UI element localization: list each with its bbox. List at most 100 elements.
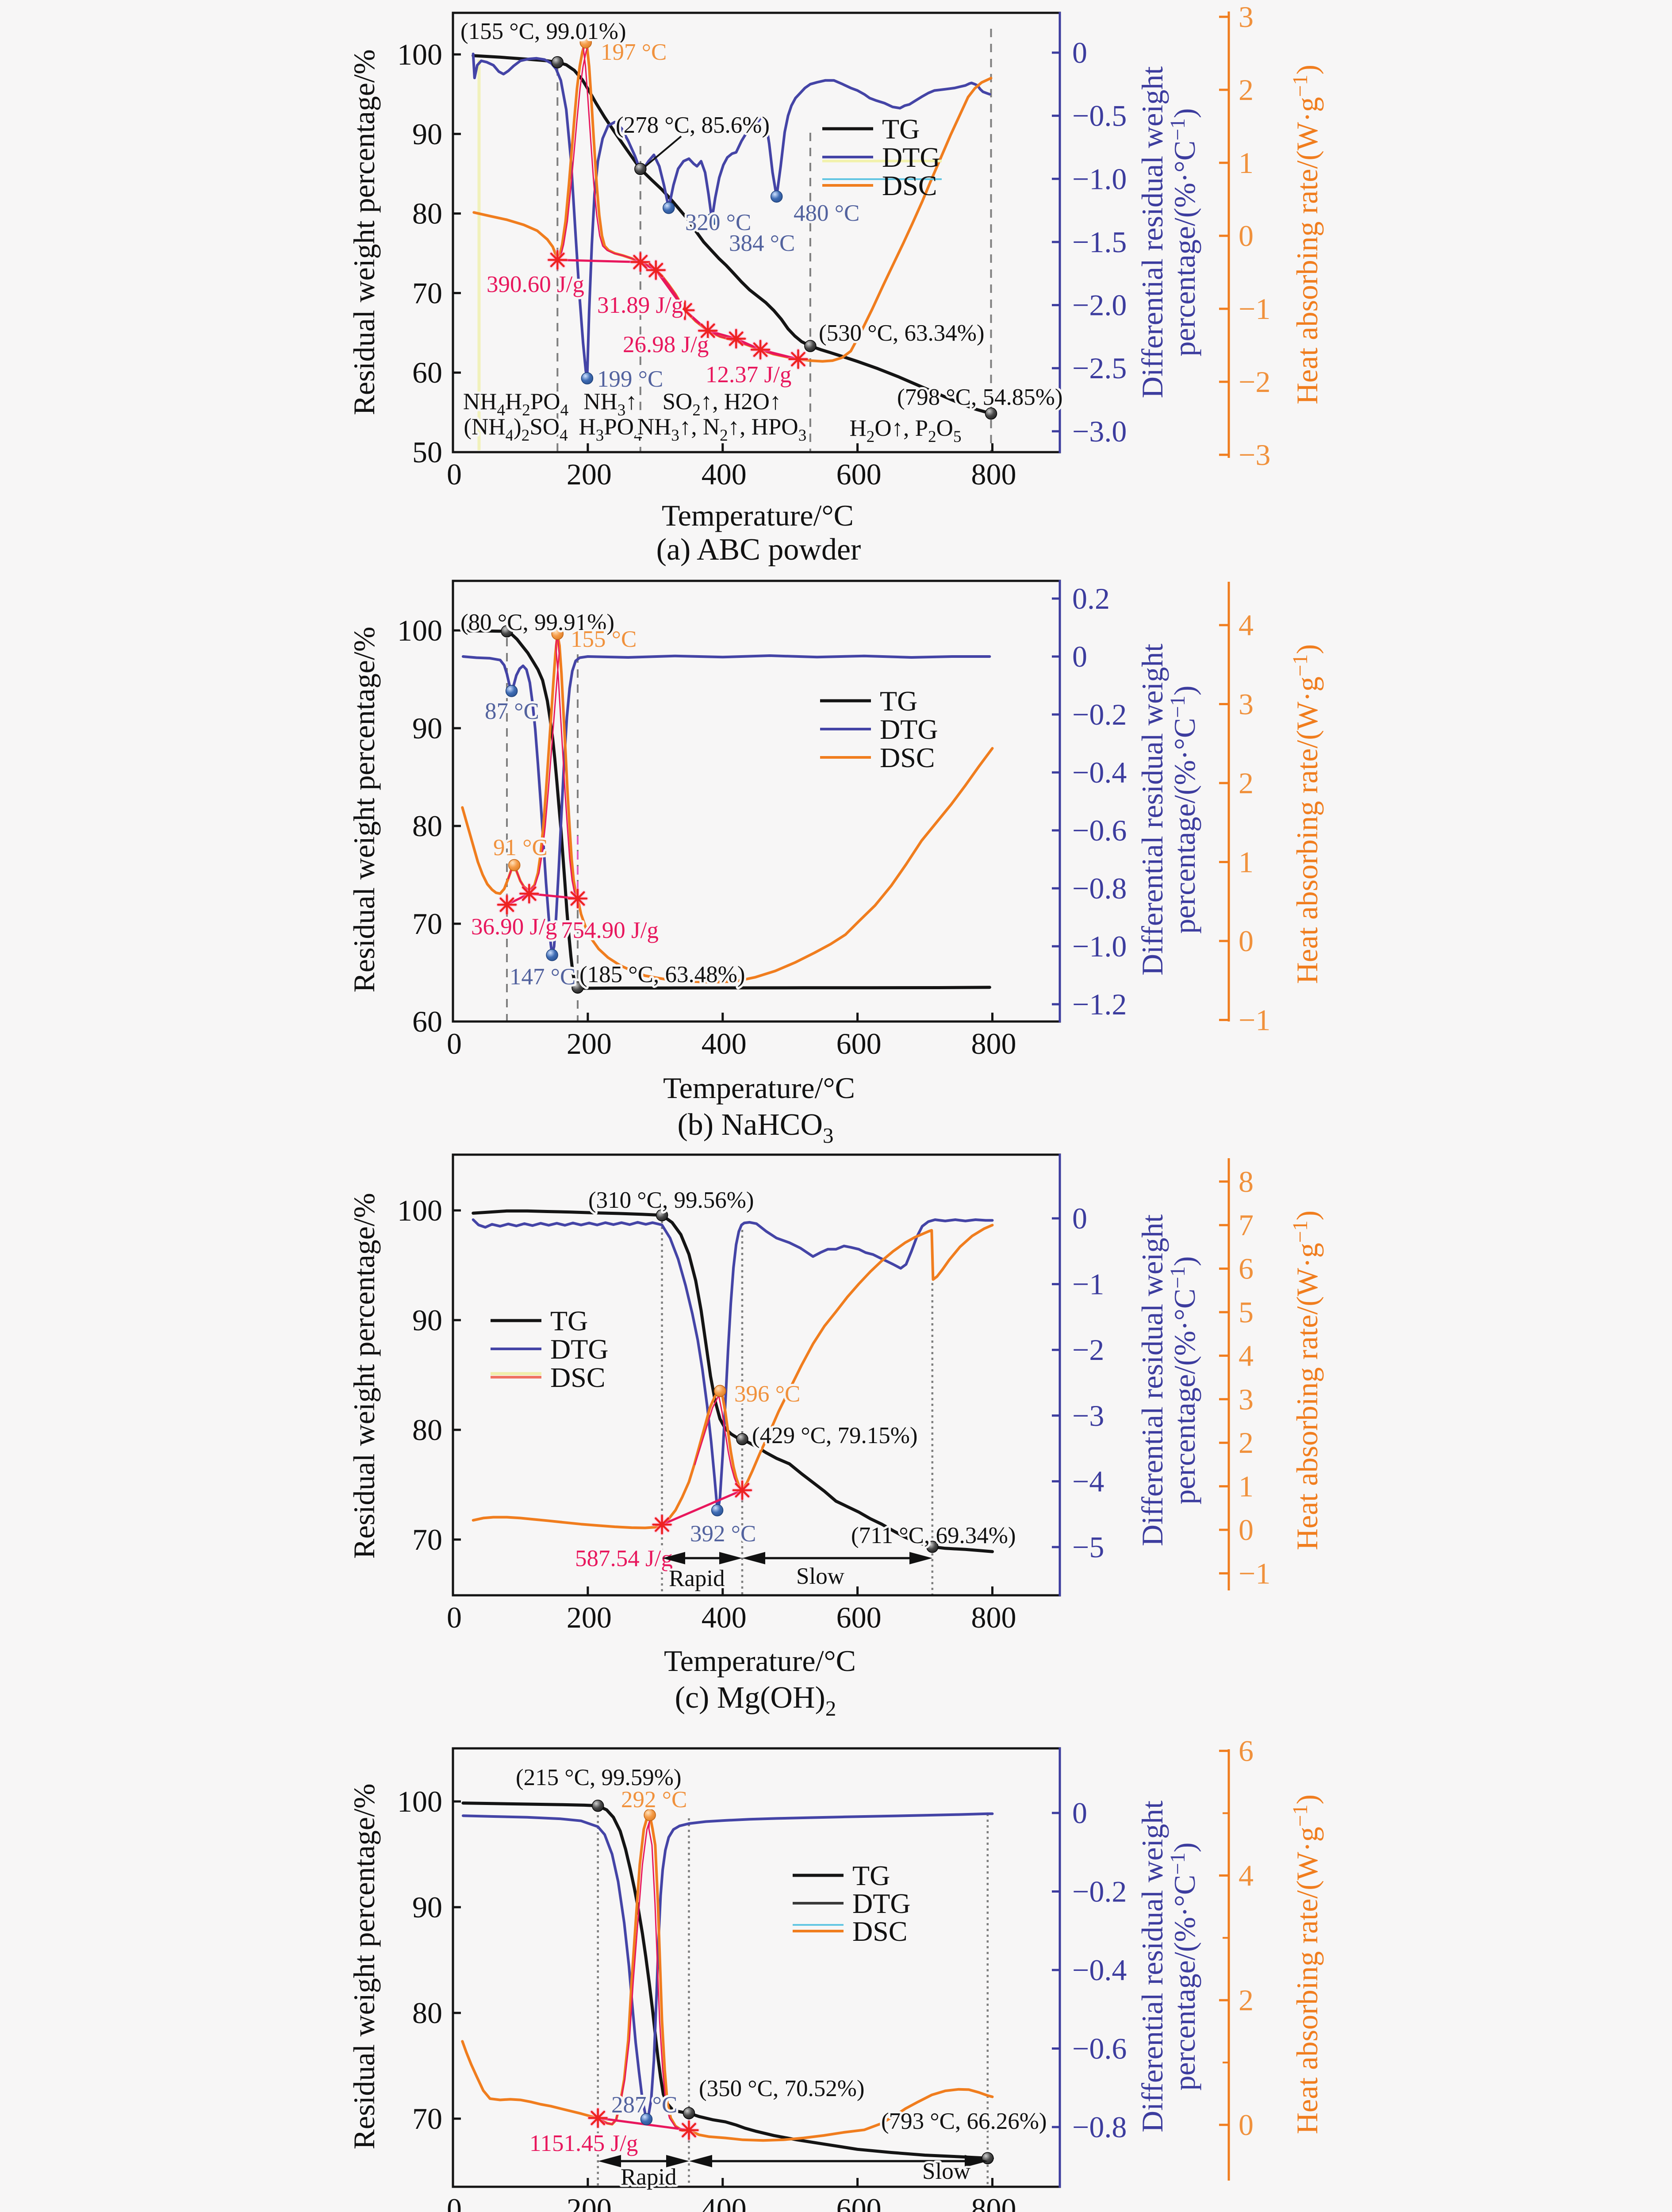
svg-text:50: 50 (412, 435, 442, 469)
svg-text:800: 800 (971, 1027, 1016, 1060)
svg-text:0: 0 (1239, 219, 1254, 253)
svg-text:390.60 J/g: 390.60 J/g (487, 272, 584, 297)
svg-text:400: 400 (702, 1601, 747, 1634)
svg-text:DTG: DTG (880, 714, 938, 745)
svg-text:3: 3 (1239, 687, 1254, 721)
svg-text:(350 °C, 70.52%): (350 °C, 70.52%) (699, 2076, 865, 2101)
svg-text:600: 600 (836, 2192, 882, 2212)
svg-text:0: 0 (447, 1027, 462, 1060)
svg-text:80: 80 (412, 1413, 442, 1447)
svg-text:−0.2: −0.2 (1072, 698, 1127, 731)
svg-text:600: 600 (836, 1601, 882, 1634)
svg-text:147 °C: 147 °C (510, 964, 575, 990)
svg-text:0: 0 (1239, 2108, 1254, 2142)
svg-text:DTG: DTG (882, 142, 940, 173)
svg-text:384 °C: 384 °C (729, 230, 795, 256)
svg-text:0: 0 (1239, 924, 1254, 958)
svg-text:3: 3 (1239, 1382, 1254, 1416)
svg-text:7: 7 (1239, 1208, 1254, 1242)
svg-text:(a) ABC powder: (a) ABC powder (656, 533, 861, 567)
svg-text:Rapid: Rapid (621, 2164, 677, 2190)
svg-text:80: 80 (412, 809, 442, 843)
svg-text:70: 70 (412, 2102, 442, 2135)
svg-text:(80 °C, 99.91%): (80 °C, 99.91%) (460, 610, 614, 635)
svg-text:8: 8 (1239, 1165, 1254, 1198)
svg-text:−0.5: −0.5 (1072, 99, 1127, 133)
svg-text:800: 800 (971, 1601, 1016, 1634)
svg-text:Heat absorbing rate/(W·g−1): Heat absorbing rate/(W·g−1) (1289, 1794, 1324, 2134)
svg-text:−2.0: −2.0 (1072, 288, 1127, 322)
svg-text:2: 2 (1239, 766, 1254, 800)
svg-text:−5: −5 (1072, 1530, 1104, 1564)
svg-text:2: 2 (1239, 73, 1254, 107)
svg-text:5: 5 (1239, 1295, 1254, 1329)
svg-text:0.2: 0.2 (1072, 582, 1110, 615)
svg-text:400: 400 (702, 1027, 747, 1060)
svg-text:−1.5: −1.5 (1072, 225, 1127, 259)
svg-text:DTG: DTG (852, 1888, 911, 1919)
svg-text:−2.5: −2.5 (1072, 351, 1127, 385)
svg-text:6: 6 (1239, 1734, 1254, 1768)
svg-text:287 °C: 287 °C (611, 2092, 677, 2118)
svg-text:−0.2: −0.2 (1072, 1875, 1127, 1909)
svg-text:200: 200 (567, 1027, 612, 1060)
svg-text:4: 4 (1239, 1339, 1254, 1372)
svg-text:100: 100 (397, 1194, 442, 1227)
svg-text:Temperature/°C: Temperature/°C (664, 1644, 856, 1678)
svg-text:H3PO4: H3PO4 (579, 414, 642, 445)
svg-text:−1: −1 (1239, 292, 1270, 326)
svg-text:6: 6 (1239, 1252, 1254, 1286)
svg-text:90: 90 (412, 117, 442, 151)
svg-text:800: 800 (971, 2192, 1016, 2212)
svg-text:60: 60 (412, 356, 442, 389)
svg-text:70: 70 (412, 276, 442, 310)
svg-text:12.37 J/g: 12.37 J/g (706, 362, 791, 388)
svg-text:87 °C: 87 °C (485, 699, 539, 724)
svg-text:600: 600 (836, 457, 882, 491)
svg-text:−3: −3 (1072, 1399, 1104, 1432)
svg-text:(310 °C, 99.56%): (310 °C, 99.56%) (588, 1187, 754, 1213)
svg-text:−3: −3 (1239, 438, 1270, 472)
svg-text:TG: TG (852, 1860, 890, 1891)
svg-text:−2: −2 (1072, 1333, 1104, 1367)
svg-text:199 °C: 199 °C (597, 366, 663, 392)
svg-text:−0.6: −0.6 (1072, 2032, 1127, 2066)
svg-text:(278 °C, 85.6%): (278 °C, 85.6%) (616, 112, 770, 138)
svg-text:(b) NaHCO3: (b) NaHCO3 (677, 1108, 833, 1148)
svg-text:60: 60 (412, 1005, 442, 1038)
svg-text:NH3↑, N2↑, HPO3: NH3↑, N2↑, HPO3 (637, 414, 807, 445)
svg-text:26.98 J/g: 26.98 J/g (623, 332, 709, 357)
svg-text:−0.8: −0.8 (1072, 872, 1127, 905)
svg-text:percentage/(%·°C−1): percentage/(%·°C−1) (1166, 1842, 1201, 2090)
svg-text:(NH4)2SO4: (NH4)2SO4 (464, 414, 568, 445)
svg-text:DSC: DSC (550, 1362, 606, 1393)
svg-text:−4: −4 (1072, 1464, 1104, 1498)
svg-text:Residual weight percentage/%: Residual weight percentage/% (347, 49, 381, 415)
svg-text:200: 200 (567, 457, 612, 491)
svg-text:0: 0 (447, 1601, 462, 1634)
svg-text:DSC: DSC (882, 170, 937, 201)
svg-text:−1.0: −1.0 (1072, 929, 1127, 963)
svg-text:Differential residual weight: Differential residual weight (1135, 1214, 1169, 1546)
svg-text:SO2↑, H2O↑: SO2↑, H2O↑ (663, 389, 782, 419)
svg-text:(215 °C, 99.59%): (215 °C, 99.59%) (516, 1765, 682, 1790)
svg-text:Rapid: Rapid (669, 1566, 725, 1591)
svg-text:600: 600 (836, 1027, 882, 1060)
svg-text:0: 0 (1072, 36, 1087, 69)
svg-text:Heat absorbing rate/(W·g−1): Heat absorbing rate/(W·g−1) (1289, 1210, 1324, 1550)
svg-text:0: 0 (447, 457, 462, 491)
svg-text:DTG: DTG (550, 1333, 609, 1365)
svg-text:0: 0 (1072, 640, 1087, 673)
svg-text:−3.0: −3.0 (1072, 415, 1127, 448)
svg-text:90: 90 (412, 1303, 442, 1337)
svg-text:−1.0: −1.0 (1072, 162, 1127, 196)
svg-text:90: 90 (412, 1890, 442, 1924)
svg-text:0: 0 (447, 2192, 462, 2212)
svg-text:480 °C: 480 °C (794, 200, 859, 226)
svg-text:396 °C: 396 °C (734, 1381, 800, 1407)
svg-text:−2: −2 (1239, 365, 1270, 399)
svg-text:3: 3 (1239, 0, 1254, 34)
svg-text:90: 90 (412, 711, 442, 745)
svg-text:(711 °C, 69.34%): (711 °C, 69.34%) (851, 1523, 1016, 1548)
svg-text:Slow: Slow (922, 2158, 971, 2184)
